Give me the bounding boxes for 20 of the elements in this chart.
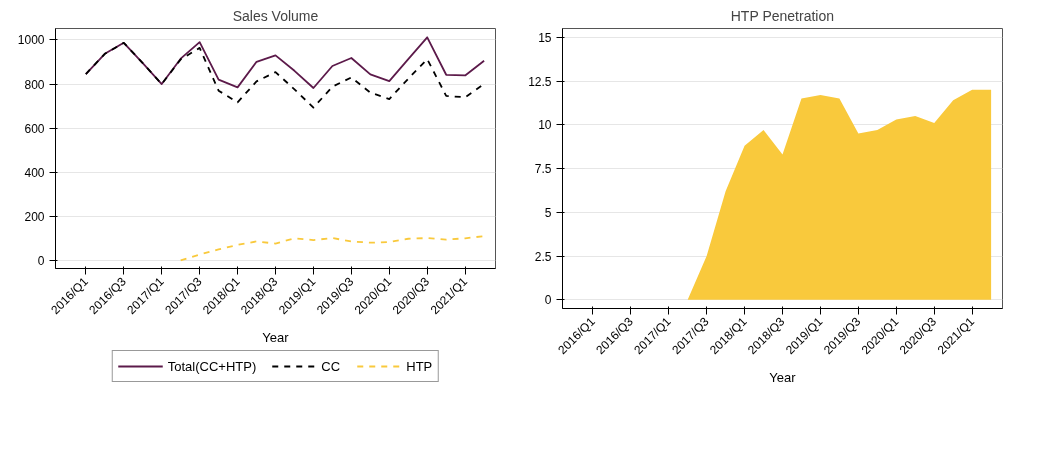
- legend-label: Total(CC+HTP): [167, 358, 257, 374]
- y-tick-label: 800: [24, 77, 45, 92]
- y-tick-label: 1000: [17, 33, 45, 48]
- y-tick-label: 5: [544, 205, 552, 220]
- y-tick-label: 10: [538, 118, 552, 133]
- y-tick-label: 15: [538, 30, 552, 45]
- legend-label: CC: [321, 358, 342, 374]
- y-tick-label: 7.5: [534, 162, 552, 176]
- x-axis-title: Year: [262, 329, 290, 345]
- y-tick-label: 12.5: [528, 74, 552, 89]
- y-tick-label: 200: [24, 209, 45, 224]
- x-axis-title: Year: [769, 369, 797, 385]
- y-tick-label: 600: [24, 121, 45, 136]
- y-tick-label: 400: [24, 165, 45, 180]
- y-tick-label: 2.5: [534, 249, 552, 264]
- chart-title: HTP Penetration: [730, 7, 834, 24]
- y-tick-label: 0: [37, 253, 45, 268]
- chart-title: Sales Volume: [232, 7, 319, 24]
- legend-label: HTP: [406, 358, 433, 374]
- y-tick-label: 0: [544, 293, 552, 308]
